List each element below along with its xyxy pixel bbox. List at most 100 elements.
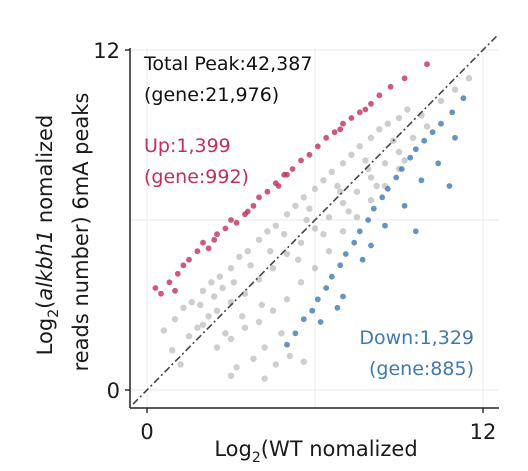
point-up: [152, 285, 159, 291]
point-unchanged: [211, 293, 218, 300]
point-unchanged: [227, 265, 235, 272]
point-unchanged: [311, 225, 319, 232]
point-up: [340, 120, 346, 127]
point-down: [309, 307, 316, 314]
point-unchanged: [451, 86, 459, 93]
point-up: [401, 75, 408, 82]
point-down: [342, 251, 349, 257]
y-tick-label-12: 12: [93, 39, 120, 63]
point-unchanged: [241, 290, 249, 297]
point-unchanged: [199, 287, 207, 294]
diagonal-line: [132, 35, 498, 405]
annotation-down-line2: (gene:885): [369, 358, 474, 380]
point-unchanged: [188, 299, 195, 306]
annotation-total-line1: Total Peak:42,387: [143, 53, 312, 75]
point-unchanged: [409, 134, 417, 141]
point-unchanged: [367, 197, 375, 204]
point-unchanged: [334, 182, 341, 190]
point-unchanged: [227, 335, 235, 343]
point-up: [244, 208, 251, 215]
point-unchanged: [199, 321, 207, 328]
point-up: [323, 134, 330, 141]
point-unchanged: [295, 256, 302, 263]
point-unchanged: [283, 296, 291, 303]
point-up: [256, 194, 262, 201]
point-unchanged: [339, 160, 347, 167]
point-unchanged: [169, 347, 176, 354]
point-unchanged: [300, 358, 307, 365]
annotation-total-line2: (gene:21,976): [144, 84, 279, 106]
point-up: [205, 245, 212, 252]
point-down: [449, 109, 456, 116]
point-down: [421, 137, 428, 144]
point-unchanged: [247, 262, 254, 269]
point-down: [401, 202, 408, 209]
point-up: [387, 83, 394, 90]
point-down: [359, 256, 366, 263]
point-up: [186, 256, 192, 263]
point-down: [398, 166, 405, 172]
point-down: [382, 222, 388, 229]
point-down: [412, 228, 419, 235]
point-up: [368, 100, 374, 107]
point-down: [340, 293, 346, 300]
point-unchanged: [339, 228, 347, 235]
point-unchanged: [328, 168, 335, 175]
point-unchanged: [244, 248, 251, 255]
point-unchanged: [465, 75, 473, 82]
point-up: [211, 236, 218, 243]
point-unchanged: [269, 265, 277, 272]
point-unchanged: [272, 361, 279, 368]
point-unchanged: [300, 194, 307, 201]
y-axis-label-line1: Log2(alkbh1 nomalized: [33, 115, 62, 356]
point-unchanged: [292, 202, 299, 209]
point-up: [356, 109, 363, 116]
point-unchanged: [255, 318, 263, 326]
point-unchanged: [194, 324, 201, 331]
point-up: [174, 270, 181, 277]
point-down: [337, 262, 344, 269]
data-points: [152, 61, 473, 382]
y-axis-label-line2: reads number) 6mA peaks: [69, 93, 93, 372]
point-unchanged: [239, 313, 246, 320]
point-unchanged: [345, 208, 352, 215]
point-unchanged: [236, 253, 243, 260]
point-up: [331, 129, 338, 136]
point-down: [446, 183, 453, 189]
point-unchanged: [171, 316, 179, 323]
point-unchanged: [208, 279, 215, 286]
point-down: [438, 120, 444, 127]
annotation-down-line1: Down:1,329: [359, 327, 474, 349]
point-down: [284, 341, 290, 348]
point-down: [435, 160, 442, 167]
point-unchanged: [258, 301, 265, 309]
point-down: [323, 285, 330, 291]
x-tick-label-0: 0: [140, 420, 153, 444]
point-unchanged: [227, 372, 235, 379]
point-unchanged: [339, 199, 347, 207]
point-unchanged: [278, 330, 285, 337]
point-unchanged: [222, 330, 229, 337]
point-down: [334, 304, 341, 311]
point-unchanged: [404, 106, 411, 113]
point-unchanged: [286, 352, 293, 360]
point-down: [351, 239, 358, 246]
point-up: [194, 248, 201, 255]
point-unchanged: [362, 157, 369, 164]
point-unchanged: [261, 375, 268, 382]
point-unchanged: [373, 182, 380, 190]
point-unchanged: [297, 239, 305, 246]
point-up: [289, 166, 296, 172]
point-unchanged: [437, 97, 445, 105]
point-up: [233, 219, 240, 226]
point-unchanged: [306, 205, 313, 212]
point-unchanged: [177, 361, 184, 368]
point-unchanged: [311, 265, 319, 272]
point-unchanged: [283, 250, 291, 258]
point-up: [306, 151, 313, 158]
point-down: [460, 95, 467, 102]
point-unchanged: [401, 157, 408, 164]
point-unchanged: [283, 211, 291, 218]
point-unchanged: [197, 301, 204, 309]
point-unchanged: [267, 248, 274, 255]
